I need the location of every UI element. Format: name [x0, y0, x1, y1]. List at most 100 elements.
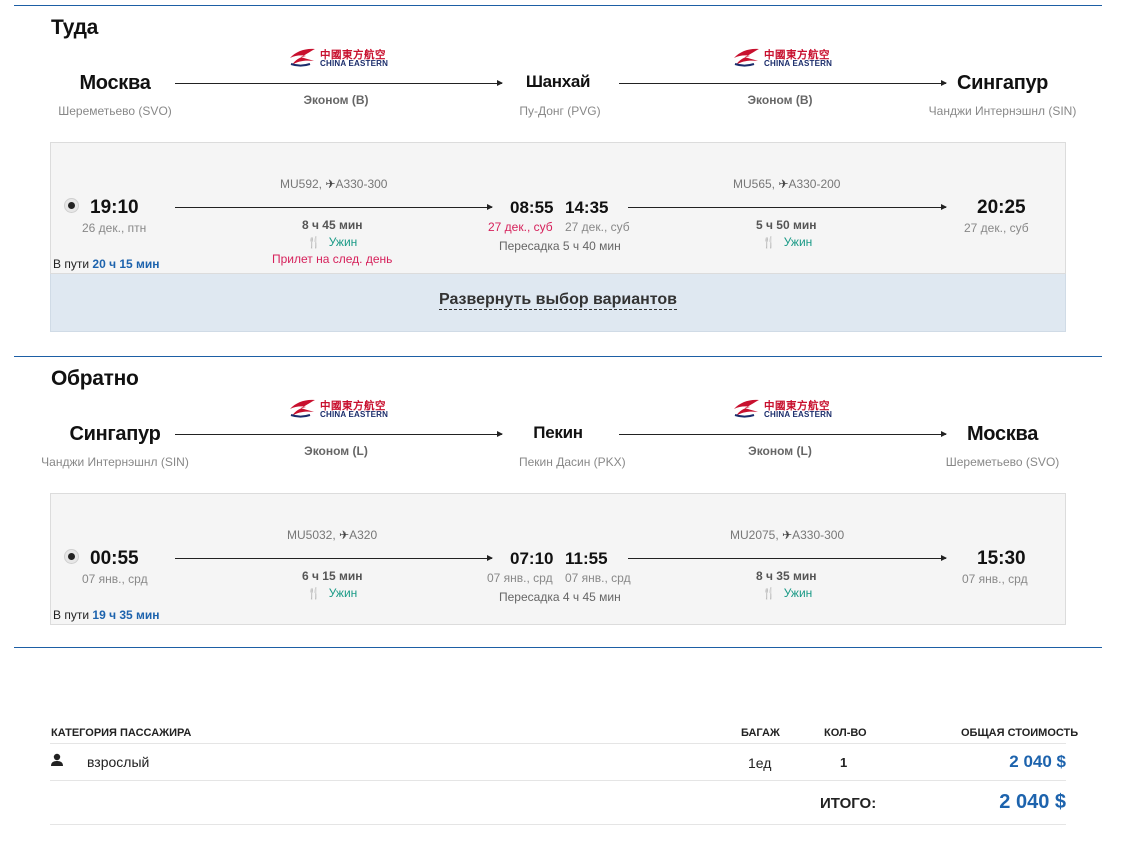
airline-logo: 中國東方航空 CHINA EASTERN	[288, 46, 398, 72]
cutlery-icon: 🍴	[762, 588, 776, 600]
next-day-arrival: Прилет на след. день	[272, 252, 393, 266]
cutlery-icon: 🍴	[307, 588, 321, 600]
cabin-class: Эконом (B)	[303, 93, 369, 107]
arrival-time: 20:25	[977, 197, 1026, 218]
arrival-time: 15:30	[977, 548, 1026, 569]
table-divider	[50, 824, 1066, 825]
grand-total-label: ИТОГО:	[820, 795, 877, 812]
origin-city: Москва	[79, 72, 151, 94]
transfer-duration: Пересадка 4 ч 45 мин	[499, 590, 621, 604]
passenger-category: взрослый	[87, 754, 150, 770]
china-eastern-swallow-icon	[734, 399, 759, 418]
select-radio[interactable]	[64, 198, 79, 213]
departure-time: 19:10	[90, 197, 139, 218]
meal-info: 🍴 Ужин	[762, 586, 813, 600]
airline-logo: 中國東方航空 CHINA EASTERN	[288, 397, 398, 423]
china-eastern-swallow-icon	[734, 48, 759, 67]
airline-name-en: CHINA EASTERN	[320, 410, 389, 419]
quantity-value: 1	[840, 755, 848, 770]
departure-time: 14:35	[565, 198, 609, 217]
departure-date: 07 янв., срд	[82, 572, 148, 586]
flight-number: MU592, ✈A330-300	[280, 177, 388, 191]
cutlery-icon: 🍴	[307, 237, 321, 249]
outbound-title: Туда	[51, 16, 98, 39]
segment-arrow	[175, 555, 493, 561]
section-divider	[14, 647, 1102, 648]
airline-name-cn: 中國東方航空	[320, 49, 386, 61]
transfer-duration: Пересадка 5 ч 40 мин	[499, 239, 621, 253]
departure-date: 07 янв., срд	[565, 571, 631, 585]
transfer-city: Пекин	[533, 423, 583, 442]
flight-duration: 5 ч 50 мин	[756, 218, 817, 232]
airline-name-en: CHINA EASTERN	[764, 59, 833, 68]
cabin-class: Эконом (L)	[748, 444, 812, 458]
section-divider	[14, 356, 1102, 357]
arrival-time: 07:10	[510, 549, 554, 568]
expand-options-label[interactable]: Развернуть выбор вариантов	[439, 291, 677, 310]
meal-info: 🍴 Ужин	[762, 235, 813, 249]
segment-arrow	[175, 204, 493, 210]
total-travel-time: В пути 20 ч 15 мин	[53, 257, 160, 271]
meal-info: 🍴 Ужин	[307, 235, 358, 249]
airline-name-cn: 中國東方航空	[764, 49, 830, 61]
airline-name-en: CHINA EASTERN	[764, 410, 833, 419]
arrival-time: 08:55	[510, 198, 554, 217]
plane-icon: ✈	[339, 528, 350, 542]
route-arrow	[175, 431, 503, 437]
inbound-flight-card[interactable]	[50, 493, 1066, 625]
departure-time: 00:55	[90, 548, 139, 569]
departure-date: 26 дек., птн	[82, 221, 147, 235]
destination-city: Москва	[966, 423, 1039, 445]
arrival-date: 07 янв., срд	[487, 571, 553, 585]
flight-duration: 8 ч 35 мин	[756, 569, 817, 583]
total-travel-time: В пути 19 ч 35 мин	[53, 608, 160, 622]
destination-airport: Шереметьево (SVO)	[945, 455, 1060, 469]
header-quantity: Кол-во	[824, 727, 867, 739]
row-total-price: 2 040 $	[1009, 752, 1066, 771]
origin-airport: Чанджи Интернэшнл (SIN)	[41, 455, 189, 469]
arrival-date: 07 янв., срд	[962, 572, 1028, 586]
transfer-airport: Пекин Дасин (PKX)	[519, 455, 626, 469]
transfer-airport: Пу-Донг (PVG)	[519, 104, 601, 118]
china-eastern-swallow-icon	[290, 399, 315, 418]
table-divider	[50, 743, 1066, 744]
plane-icon: ✈	[325, 177, 336, 191]
plane-icon: ✈	[782, 528, 793, 542]
origin-city: Сингапур	[69, 423, 161, 445]
segment-arrow	[628, 555, 947, 561]
arrival-date: 27 дек., суб	[964, 221, 1029, 235]
flight-number: MU5032, ✈A320	[287, 528, 378, 542]
flight-duration: 6 ч 15 мин	[302, 569, 363, 583]
flight-number: MU565, ✈A330-200	[733, 177, 841, 191]
top-divider	[14, 5, 1102, 6]
airline-name-en: CHINA EASTERN	[320, 59, 389, 68]
header-passenger-category: Категория пассажира	[51, 727, 192, 739]
arrival-date: 27 дек., суб	[488, 220, 553, 234]
flight-duration: 8 ч 45 мин	[302, 218, 363, 232]
outbound-flight-card[interactable]	[50, 142, 1066, 274]
cabin-class: Эконом (L)	[304, 444, 368, 458]
table-divider	[50, 780, 1066, 781]
route-arrow	[175, 80, 503, 86]
origin-airport: Шереметьево (SVO)	[58, 104, 172, 118]
select-radio[interactable]	[64, 549, 79, 564]
destination-airport: Чанджи Интернэшнл (SIN)	[928, 104, 1077, 118]
baggage-value: 1ед	[748, 755, 772, 771]
flight-number: MU2075, ✈A330-300	[730, 528, 845, 542]
airline-name-cn: 中國東方航空	[764, 400, 830, 412]
header-baggage: Багаж	[741, 727, 780, 739]
route-arrow	[619, 80, 947, 86]
grand-total-price: 2 040 $	[999, 791, 1066, 813]
china-eastern-swallow-icon	[290, 48, 315, 67]
transfer-city: Шанхай	[525, 72, 591, 91]
header-total-price: Общая стоимость	[961, 727, 1079, 739]
inbound-title: Обратно	[51, 367, 139, 390]
plane-icon: ✈	[778, 177, 789, 191]
expand-options-button[interactable]: Развернуть выбор вариантов	[50, 274, 1066, 332]
meal-info: 🍴 Ужин	[307, 586, 358, 600]
segment-arrow	[628, 204, 947, 210]
route-arrow	[619, 431, 947, 437]
departure-date: 27 дек., суб	[565, 220, 630, 234]
airline-logo: 中國東方航空 CHINA EASTERN	[732, 46, 842, 72]
user-icon	[51, 753, 63, 766]
